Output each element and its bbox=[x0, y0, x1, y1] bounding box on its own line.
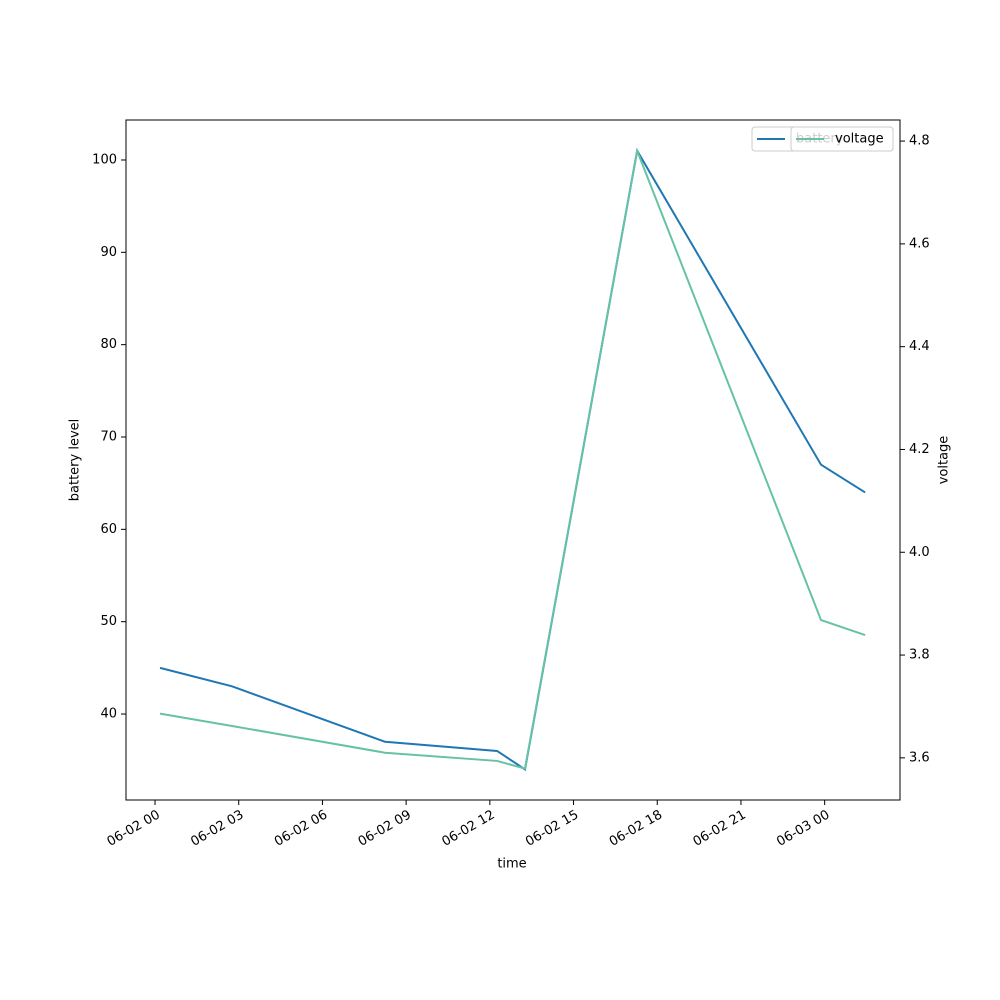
y-tick-label: 60 bbox=[100, 522, 117, 537]
y2-tick-label: 4.6 bbox=[909, 236, 930, 251]
series-line bbox=[159, 147, 866, 772]
plot-frame bbox=[125, 119, 901, 801]
y2-axis-label: voltage bbox=[937, 436, 952, 485]
y-axis-label: battery level bbox=[68, 419, 83, 502]
series-line bbox=[159, 147, 866, 770]
y-tick-label: 70 bbox=[100, 430, 117, 445]
legend-box bbox=[790, 126, 894, 152]
y2-tick-label: 4.4 bbox=[909, 339, 930, 354]
y-tick-label: 50 bbox=[100, 614, 117, 629]
y-tick-label: 90 bbox=[100, 245, 117, 260]
y2-tick-label: 3.6 bbox=[909, 750, 930, 765]
y-tick-label: 80 bbox=[100, 337, 117, 352]
x-axis-label: time bbox=[497, 857, 526, 872]
y2-tick-label: 4.2 bbox=[909, 442, 930, 457]
y2-tick-label: 4.0 bbox=[909, 545, 930, 560]
y-tick-label: 100 bbox=[92, 152, 117, 167]
y2-tick-label: 4.8 bbox=[909, 134, 930, 149]
legend-label: voltage bbox=[835, 132, 884, 147]
y2-tick-label: 3.8 bbox=[909, 648, 930, 663]
y-tick-label: 40 bbox=[100, 707, 117, 722]
